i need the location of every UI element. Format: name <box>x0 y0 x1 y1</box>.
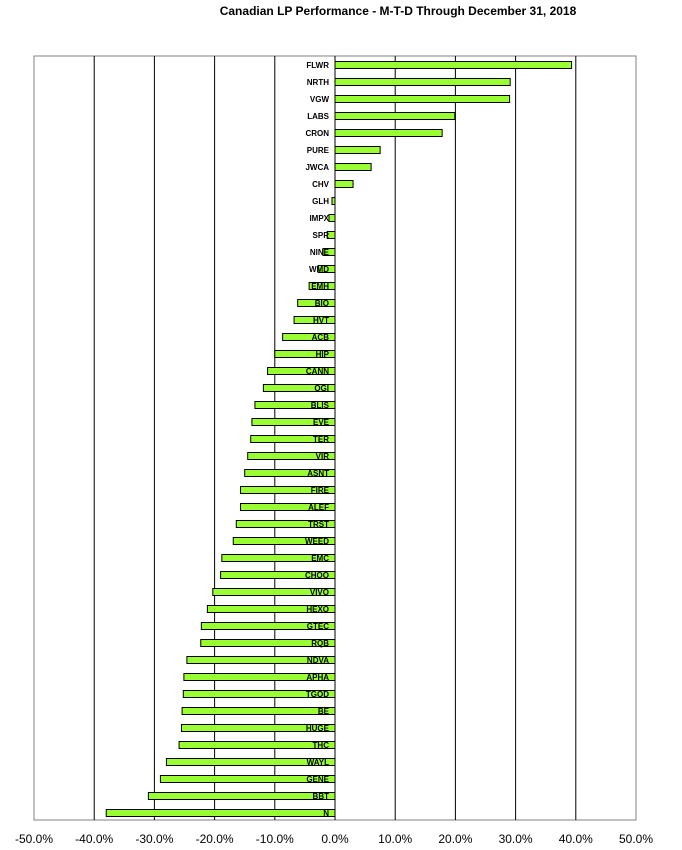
x-tick-label: -30.0% <box>135 832 173 846</box>
x-tick-labels: -50.0% -40.0% -30.0% -20.0% -10.0% 0.0% 10.0% 2… <box>15 832 653 846</box>
chart-title: Canadian LP Performance - M-T-D Through … <box>220 4 577 18</box>
bar-labs <box>334 112 456 120</box>
gridlines <box>93 56 577 820</box>
category-label: BBT <box>313 792 330 801</box>
category-label: FLWR <box>306 61 329 70</box>
x-tick-label: -20.0% <box>196 832 234 846</box>
x-tick-label: 30.0% <box>499 832 533 846</box>
x-tick-label: 10.0% <box>378 832 412 846</box>
x-tick-label: 40.0% <box>559 832 593 846</box>
category-labels: FLWR NRTH VGW LABS CRON PURE JWCA CHV GLH IMPX SPR… <box>305 61 330 818</box>
category-label: BIO <box>315 299 329 308</box>
category-label: TER <box>313 435 329 444</box>
category-label: HUGE <box>306 724 330 733</box>
bar-nrth <box>334 78 511 86</box>
bar-pure <box>334 146 381 154</box>
bar-be <box>181 707 336 715</box>
category-label: APHA <box>306 673 329 682</box>
x-tick-label: -50.0% <box>15 832 53 846</box>
category-label: NRTH <box>307 78 329 87</box>
x-tick-label: -10.0% <box>256 832 294 846</box>
category-label: BE <box>318 707 330 716</box>
category-label: HEXO <box>306 605 329 614</box>
category-label: NINE <box>310 248 330 257</box>
category-label: THC <box>313 741 330 750</box>
category-label: HIP <box>316 350 330 359</box>
bar-impx <box>328 214 336 222</box>
category-label: VGW <box>310 95 330 104</box>
category-label: IMPX <box>309 214 329 223</box>
category-label: GLH <box>312 197 329 206</box>
category-label: RQB <box>311 639 329 648</box>
bar-flwr <box>334 61 573 69</box>
category-label: WMD <box>309 265 329 274</box>
category-label: BLIS <box>311 401 330 410</box>
bar-n <box>105 809 336 817</box>
category-label: GENE <box>306 775 329 784</box>
category-label: CANN <box>306 367 329 376</box>
x-tick-label: -40.0% <box>75 832 113 846</box>
category-label: SPR <box>313 231 330 240</box>
category-label: WAYL <box>307 758 329 767</box>
category-label: JWCA <box>305 163 329 172</box>
bar-cron <box>334 129 443 137</box>
category-label: EVE <box>313 418 330 427</box>
x-tick-label: 20.0% <box>438 832 472 846</box>
category-label: TGOD <box>306 690 329 699</box>
x-tick-label: 0.0% <box>321 832 349 846</box>
bars <box>105 61 573 817</box>
category-label: TRST <box>308 520 329 529</box>
category-label: PURE <box>307 146 330 155</box>
category-label: EMC <box>311 554 329 563</box>
category-label: EMH <box>311 282 329 291</box>
category-label: VIVO <box>310 588 329 597</box>
category-label: ALEF <box>308 503 329 512</box>
category-label: ACB <box>312 333 330 342</box>
bar-chv <box>334 180 354 188</box>
category-label: VIR <box>316 452 330 461</box>
x-tick-label: 50.0% <box>619 832 653 846</box>
bar-vgw <box>334 95 511 103</box>
category-label: N <box>323 809 329 818</box>
category-label: FIRE <box>311 486 330 495</box>
bar-jwca <box>334 163 372 171</box>
category-label: HVT <box>313 316 329 325</box>
category-label: GTEC <box>307 622 329 631</box>
category-label: CRON <box>305 129 329 138</box>
bar-bbt <box>147 792 336 800</box>
category-label: WEED <box>305 537 329 546</box>
category-label: CHV <box>312 180 330 189</box>
category-label: LABS <box>307 112 329 121</box>
category-label: NDVA <box>307 656 329 665</box>
category-label: CHOO <box>305 571 329 580</box>
category-label: ASNT <box>307 469 329 478</box>
category-label: OGI <box>314 384 329 393</box>
